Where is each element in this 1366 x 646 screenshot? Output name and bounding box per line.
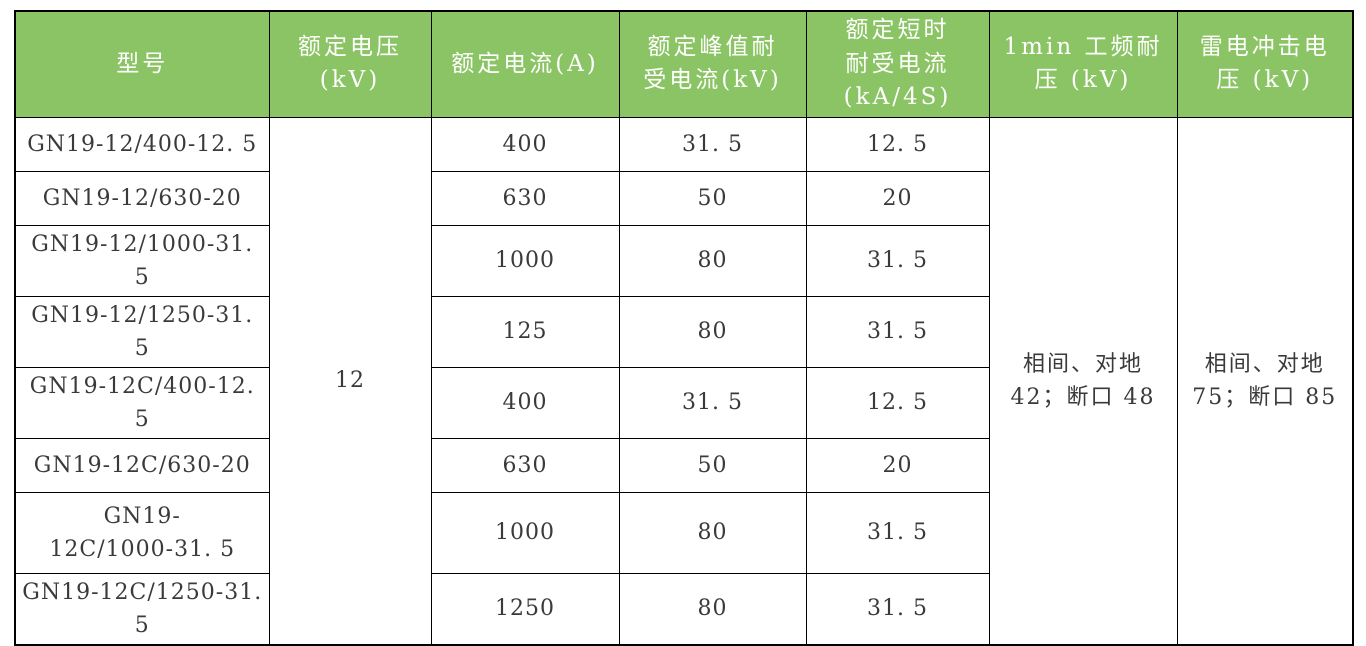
- cell-peak-current: 31. 5: [618, 116, 807, 172]
- cell-model: GN19-12C/400-12. 5: [14, 366, 270, 439]
- cell-model: GN19-12/400-12. 5: [14, 116, 270, 172]
- cell-short-time-current: 31. 5: [805, 572, 990, 645]
- cell-model: GN19-12/1000-31. 5: [14, 224, 270, 297]
- col-header-lightning-impulse-voltage: 雷电冲击电 压 (kV): [1176, 10, 1354, 118]
- cell-model: GN19-12C/630-20: [14, 437, 270, 493]
- cell-rated-current: 630: [430, 437, 620, 493]
- table-row: GN19-12C/630-20 630 50 20: [14, 437, 1353, 493]
- cell-peak-current: 50: [618, 170, 807, 226]
- cell-peak-current: 80: [618, 224, 807, 297]
- cell-peak-current: 31. 5: [618, 366, 807, 439]
- col-header-peak-withstand-current: 额定峰值耐 受电流(kV): [618, 10, 807, 118]
- cell-rated-current: 400: [430, 116, 620, 172]
- table-row: GN19-12C/400-12. 5 400 31. 5 12. 5: [14, 366, 1353, 439]
- cell-short-time-current: 20: [805, 170, 990, 226]
- col-header-power-frequency-withstand-voltage: 1min 工频耐 压 (kV): [988, 10, 1178, 118]
- col-header-model: 型号: [14, 10, 270, 118]
- cell-rated-current: 1250: [430, 572, 620, 645]
- spec-table: 型号 额定电压 (kV) 额定电流(A) 额定峰值耐 受电流(kV) 额定短时 …: [14, 10, 1354, 646]
- cell-lightning-impulse-merged: 相间、对地 75；断口 85: [1176, 116, 1354, 645]
- table-row: GN19-12/1250-31. 5 125 80 31. 5: [14, 295, 1353, 368]
- cell-model: GN19-12C/1250-31. 5: [14, 572, 270, 645]
- cell-peak-current: 80: [618, 572, 807, 645]
- table-row: GN19- 12C/1000-31. 5 1000 80 31. 5: [14, 491, 1353, 574]
- table-row: GN19-12/1000-31. 5 1000 80 31. 5: [14, 224, 1353, 297]
- cell-short-time-current: 31. 5: [805, 295, 990, 368]
- cell-short-time-current: 31. 5: [805, 491, 990, 574]
- cell-rated-current: 630: [430, 170, 620, 226]
- col-header-short-time-withstand-current: 额定短时 耐受电流 (kA/4S): [805, 10, 990, 118]
- cell-short-time-current: 31. 5: [805, 224, 990, 297]
- cell-model: GN19- 12C/1000-31. 5: [14, 491, 270, 574]
- table-row: GN19-12/400-12. 5 12 400 31. 5 12. 5 相间、…: [14, 116, 1354, 645]
- cell-short-time-current: 12. 5: [805, 366, 990, 439]
- cell-short-time-current: 12. 5: [805, 116, 990, 172]
- cell-peak-current: 50: [618, 437, 807, 493]
- cell-rated-current: 1000: [430, 491, 620, 574]
- col-header-rated-voltage: 额定电压 (kV): [268, 10, 432, 118]
- cell-rated-current: 1000: [430, 224, 620, 297]
- cell-peak-current: 80: [618, 491, 807, 574]
- col-header-rated-current: 额定电流(A): [430, 10, 620, 118]
- cell-peak-current: 80: [618, 295, 807, 368]
- cell-rated-current: 125: [430, 295, 620, 368]
- cell-power-frequency-withstand-merged: 相间、对地 42；断口 48: [988, 116, 1178, 645]
- cell-rated-voltage-merged: 12: [268, 116, 432, 645]
- cell-short-time-current: 20: [805, 437, 990, 493]
- cell-rated-current: 400: [430, 366, 620, 439]
- cell-model: GN19-12/630-20: [14, 170, 270, 226]
- cell-model: GN19-12/1250-31. 5: [14, 295, 270, 368]
- header-row: 型号 额定电压 (kV) 额定电流(A) 额定峰值耐 受电流(kV) 额定短时 …: [14, 10, 1354, 118]
